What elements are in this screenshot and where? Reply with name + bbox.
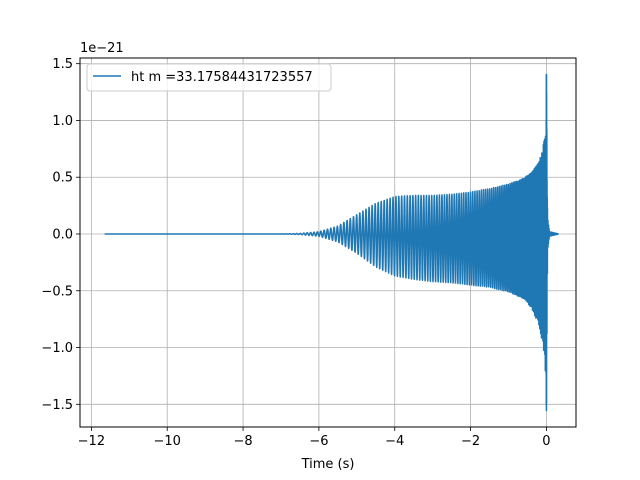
legend: ht m =33.17584431723557 [86, 63, 332, 92]
y-offset-text: 1e−21 [80, 41, 124, 56]
series-line-ht [103, 74, 560, 407]
x-tick-label: −8 [233, 434, 252, 449]
x-tick-label: −4 [385, 434, 404, 449]
y-tick-label: −1.5 [41, 398, 73, 413]
x-tick-label: −6 [309, 434, 328, 449]
y-tick-label: −0.5 [41, 284, 73, 299]
x-tick-label: −10 [153, 434, 180, 449]
legend-label: ht m =33.17584431723557 [131, 70, 313, 85]
axes-frame [79, 57, 577, 428]
y-tick-label: 1.0 [52, 114, 73, 129]
x-tick-label: −12 [78, 434, 105, 449]
y-tick-label: 0.5 [52, 171, 73, 186]
legend-box [86, 63, 332, 92]
ticks: −12 −10 −8 −6 −4 −2 0 −1.5 −1.0 −0.5 0.0 0.5 1.0 1.5 [41, 57, 550, 449]
plot-area [103, 73, 560, 412]
y-tick-label: −1.0 [41, 341, 73, 356]
x-axis-label: Time (s) [301, 457, 355, 472]
y-tick-label: 0.0 [52, 227, 73, 242]
x-tick-label: −2 [461, 434, 480, 449]
y-tick-label: 1.5 [52, 57, 73, 72]
x-tick-label: 0 [542, 434, 550, 449]
